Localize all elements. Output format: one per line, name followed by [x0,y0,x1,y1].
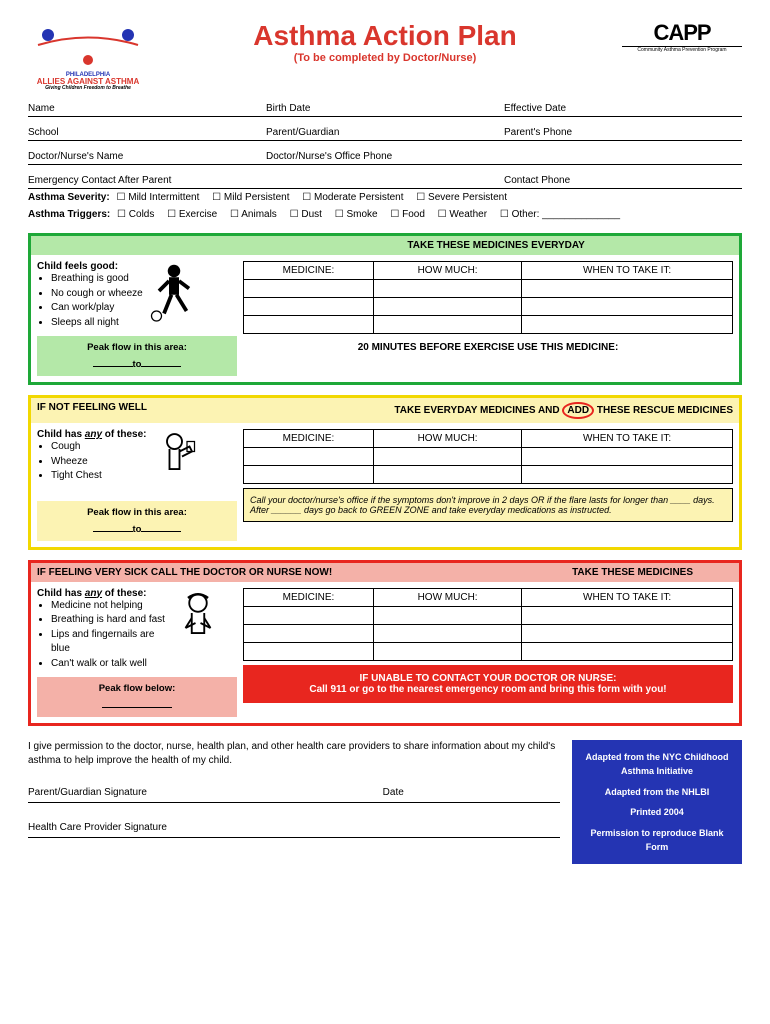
info-row-2[interactable]: SchoolParent/GuardianParent's Phone [28,123,742,141]
inhaler-icon [152,429,202,495]
green-symptoms: Child feels good: Breathing is goodNo co… [37,261,143,330]
soccer-icon [149,261,199,327]
red-symptoms: Child has any of these: Medicine not hel… [37,588,167,672]
green-header: TAKE THESE MEDICINES EVERYDAY [407,240,584,251]
yellow-header-right: TAKE EVERYDAY MEDICINES AND ADD THESE RE… [394,402,733,419]
main-title: Asthma Action Plan [148,20,622,52]
info-row-4[interactable]: Emergency Contact After ParentContact Ph… [28,171,742,189]
footer: I give permission to the doctor, nurse, … [28,740,742,864]
yellow-note: Call your doctor/nurse's office if the s… [243,488,733,522]
red-header-right: TAKE THESE MEDICINES [572,567,693,578]
permission-text: I give permission to the doctor, nurse, … [28,740,560,768]
credits-box: Adapted from the NYC Childhood Asthma In… [572,740,742,864]
yellow-peak[interactable]: Peak flow in this area: to [37,501,237,541]
red-zone: IF FEELING VERY SICK CALL THE DOCTOR OR … [28,560,742,727]
green-zone: TAKE THESE MEDICINES EVERYDAY Child feel… [28,233,742,385]
subtitle: (To be completed by Doctor/Nurse) [148,52,622,64]
exercise-note: 20 MINUTES BEFORE EXERCISE USE THIS MEDI… [243,334,733,361]
red-peak[interactable]: Peak flow below: [37,677,237,717]
allies-logo: PHILADELPHIA ALLIES AGAINST ASTHMA Givin… [28,20,148,91]
sick-child-icon [173,588,223,654]
emergency-box: IF UNABLE TO CONTACT YOUR DOCTOR OR NURS… [243,665,733,703]
triggers-row[interactable]: Asthma Triggers: ☐ Colds ☐ Exercise ☐ An… [28,206,742,223]
guardian-signature[interactable]: Parent/Guardian SignatureDate [28,786,560,803]
yellow-header-left: IF NOT FEELING WELL [37,402,147,419]
green-peak[interactable]: Peak flow in this area: to [37,336,237,376]
provider-signature[interactable]: Health Care Provider Signature [28,821,560,838]
yellow-med-table[interactable]: MEDICINE:HOW MUCH:WHEN TO TAKE IT: [243,429,733,484]
yellow-zone: IF NOT FEELING WELL TAKE EVERYDAY MEDICI… [28,395,742,550]
info-row-3[interactable]: Doctor/Nurse's NameDoctor/Nurse's Office… [28,147,742,165]
yellow-symptoms: Child has any of these: CoughWheezeTight… [37,429,146,484]
capp-logo: CAPP Community Asthma Prevention Program [622,20,742,53]
severity-row[interactable]: Asthma Severity: ☐ Mild Intermittent ☐ M… [28,189,742,206]
header: PHILADELPHIA ALLIES AGAINST ASTHMA Givin… [28,20,742,91]
title-block: Asthma Action Plan (To be completed by D… [148,20,622,64]
info-row-1[interactable]: NameBirth DateEffective Date [28,99,742,117]
green-med-table[interactable]: MEDICINE:HOW MUCH:WHEN TO TAKE IT: [243,261,733,334]
red-med-table[interactable]: MEDICINE:HOW MUCH:WHEN TO TAKE IT: [243,588,733,661]
red-header-left: IF FEELING VERY SICK CALL THE DOCTOR OR … [37,567,332,578]
